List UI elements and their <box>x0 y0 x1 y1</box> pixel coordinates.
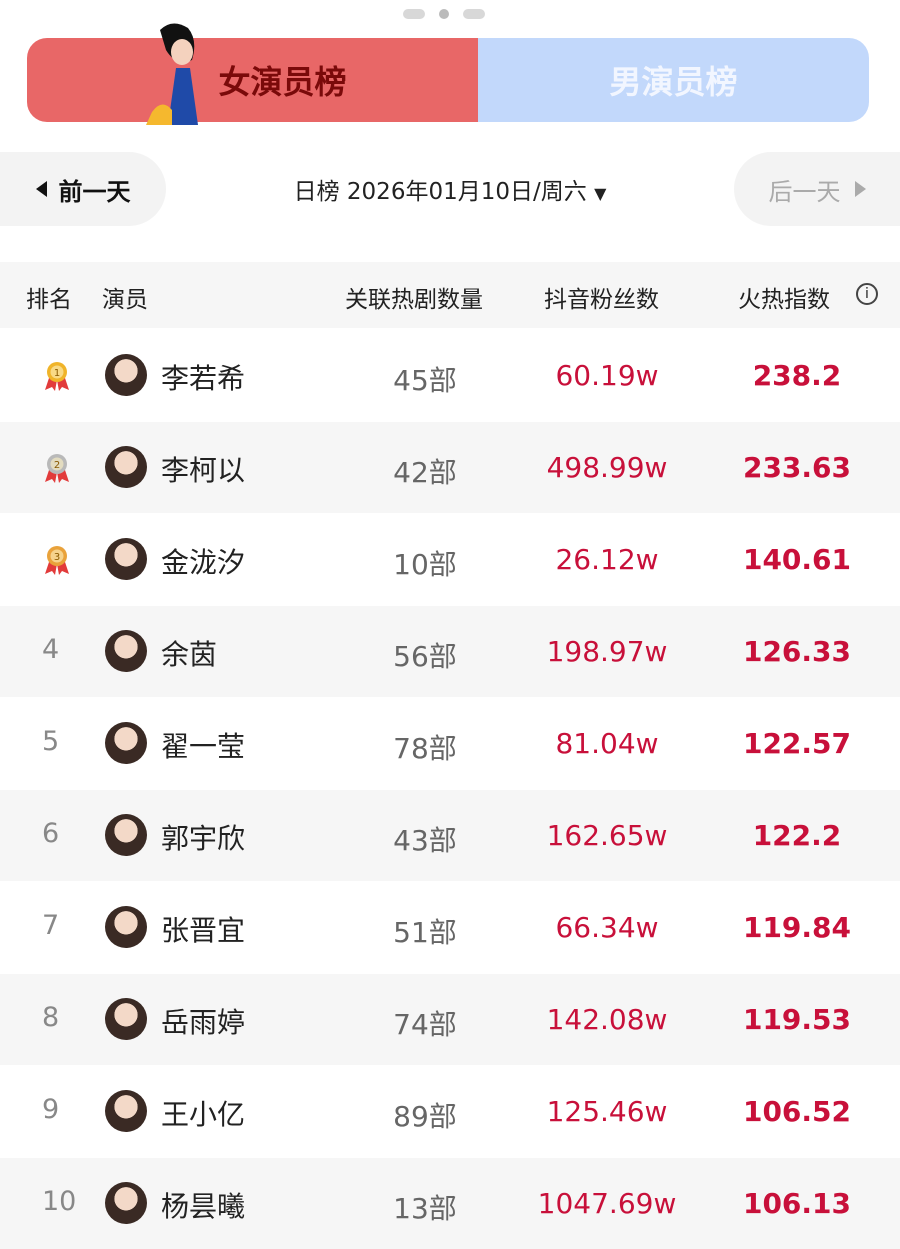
rank-number: 9 <box>42 1094 60 1125</box>
actor-name[interactable]: 金泷汐 <box>161 546 246 579</box>
table-row[interactable]: 6 郭宇欣 43部 162.65w 122.2 <box>0 790 900 881</box>
dropdown-caret-icon: ▼ <box>594 184 607 203</box>
douyin-fans: 81.04w <box>555 727 659 760</box>
dot-active[interactable] <box>439 9 449 19</box>
douyin-fans: 498.99w <box>546 451 668 484</box>
actor-name[interactable]: 张晋宜 <box>161 914 246 947</box>
heat-index: 106.52 <box>742 1095 852 1128</box>
rank-number: 7 <box>42 910 60 941</box>
heat-index: 122.57 <box>742 727 852 760</box>
table-row[interactable]: 5 翟一莹 78部 81.04w 122.57 <box>0 698 900 789</box>
avatar[interactable] <box>105 998 147 1040</box>
actor-name[interactable]: 李若希 <box>161 362 246 395</box>
dot[interactable] <box>403 9 425 19</box>
actor-name[interactable]: 杨昙曦 <box>161 1190 246 1223</box>
rank-number: 10 <box>42 1186 77 1217</box>
drama-count: 43部 <box>393 824 457 857</box>
table-row[interactable]: 9 王小亿 89部 125.46w 106.52 <box>0 1066 900 1157</box>
rank-number: 4 <box>42 634 60 665</box>
actor-name[interactable]: 李柯以 <box>161 454 246 487</box>
svg-text:1: 1 <box>54 368 60 379</box>
avatar[interactable] <box>105 630 147 672</box>
date-navigation: 前一天 日榜 2026年01月10日/周六 ▼ 后一天 <box>0 152 900 226</box>
caret-right-icon <box>854 181 866 197</box>
svg-text:2: 2 <box>54 460 60 471</box>
header-dramas: 关联热剧数量 <box>345 287 483 313</box>
avatar[interactable] <box>105 814 147 856</box>
medal-rank-1-icon: 1 <box>45 362 69 391</box>
header-actor: 演员 <box>102 287 148 313</box>
header-rank: 排名 <box>26 287 72 313</box>
table-row[interactable]: 3 金泷汐 10部 26.12w 140.61 <box>0 514 900 605</box>
table-row[interactable]: 2 李柯以 42部 498.99w 233.63 <box>0 422 900 513</box>
douyin-fans: 125.46w <box>546 1095 668 1128</box>
table-row[interactable]: 7 张晋宜 51部 66.34w 119.84 <box>0 882 900 973</box>
drama-count: 45部 <box>393 364 457 397</box>
heat-index: 119.84 <box>742 911 852 944</box>
drama-count: 78部 <box>393 732 457 765</box>
actor-name[interactable]: 余茵 <box>161 638 218 671</box>
douyin-fans: 162.65w <box>546 819 668 852</box>
douyin-fans: 198.97w <box>546 635 668 668</box>
heat-index: 238.2 <box>752 359 842 392</box>
rank-number: 8 <box>42 1002 60 1033</box>
douyin-fans: 1047.69w <box>537 1187 677 1220</box>
previous-day-button[interactable]: 前一天 <box>0 152 166 226</box>
girl-illustration-icon <box>146 23 198 125</box>
heat-index: 126.33 <box>742 635 852 668</box>
next-day-label: 后一天 <box>768 177 841 206</box>
caret-left-icon <box>35 181 47 197</box>
heat-index: 140.61 <box>742 543 852 576</box>
drama-count: 51部 <box>393 916 457 949</box>
rank-number: 6 <box>42 818 60 849</box>
tab-female-actors[interactable]: 女演员榜 <box>27 38 478 122</box>
medal-rank-3-icon: 3 <box>45 546 69 575</box>
avatar[interactable] <box>105 538 147 580</box>
table-row[interactable]: 4 余茵 56部 198.97w 126.33 <box>0 606 900 697</box>
actor-name[interactable]: 岳雨婷 <box>161 1006 246 1039</box>
date-label: 日榜 2026年01月10日/周六 <box>293 179 587 205</box>
avatar[interactable] <box>105 722 147 764</box>
drama-count: 10部 <box>393 548 457 581</box>
dot[interactable] <box>463 9 485 19</box>
avatar[interactable] <box>105 906 147 948</box>
drama-count: 89部 <box>393 1100 457 1133</box>
page-indicator <box>403 9 485 19</box>
heat-index: 122.2 <box>752 819 842 852</box>
drama-count: 56部 <box>393 640 457 673</box>
avatar[interactable] <box>105 446 147 488</box>
douyin-fans: 26.12w <box>555 543 659 576</box>
heat-index: 106.13 <box>742 1187 852 1220</box>
info-icon[interactable]: i <box>856 283 878 305</box>
avatar[interactable] <box>105 1182 147 1224</box>
avatar[interactable] <box>105 354 147 396</box>
table-row[interactable]: 1 李若希 45部 60.19w 238.2 <box>0 330 900 421</box>
header-fans: 抖音粉丝数 <box>544 287 659 313</box>
medal-rank-2-icon: 2 <box>45 454 69 483</box>
actor-name[interactable]: 王小亿 <box>161 1098 246 1131</box>
table-header: 排名 演员 关联热剧数量 抖音粉丝数 火热指数 i <box>0 262 900 328</box>
date-selector[interactable]: 日榜 2026年01月10日/周六 ▼ <box>0 172 900 206</box>
drama-count: 42部 <box>393 456 457 489</box>
drama-count: 74部 <box>393 1008 457 1041</box>
rank-number: 5 <box>42 726 60 757</box>
actor-name[interactable]: 郭宇欣 <box>161 822 246 855</box>
tab-male-actors[interactable]: 男演员榜 <box>478 38 869 122</box>
drama-count: 13部 <box>393 1192 457 1225</box>
table-row[interactable]: 10 杨昙曦 13部 1047.69w 106.13 <box>0 1158 900 1249</box>
douyin-fans: 142.08w <box>546 1003 668 1036</box>
heat-index: 233.63 <box>742 451 852 484</box>
douyin-fans: 66.34w <box>555 911 659 944</box>
heat-index: 119.53 <box>742 1003 852 1036</box>
table-row[interactable]: 8 岳雨婷 74部 142.08w 119.53 <box>0 974 900 1065</box>
next-day-button[interactable]: 后一天 <box>734 152 900 226</box>
avatar[interactable] <box>105 1090 147 1132</box>
previous-day-label: 前一天 <box>58 177 131 206</box>
svg-text:3: 3 <box>54 552 60 563</box>
header-heat: 火热指数 <box>738 287 830 313</box>
actor-name[interactable]: 翟一莹 <box>161 730 246 763</box>
douyin-fans: 60.19w <box>555 359 659 392</box>
gender-tabs: 女演员榜 男演员榜 <box>27 38 869 122</box>
